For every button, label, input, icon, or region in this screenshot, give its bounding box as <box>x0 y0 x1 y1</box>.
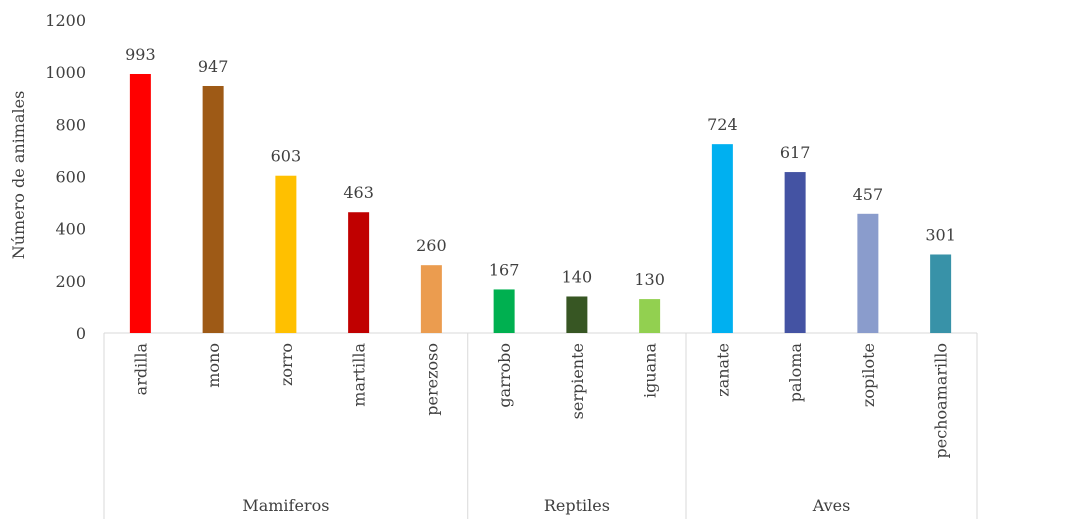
bar-ardilla <box>129 73 151 334</box>
y-axis-title: Número de animales <box>9 91 28 260</box>
bar-perezoso <box>420 265 442 333</box>
bars <box>129 73 952 334</box>
data-label: 301 <box>925 225 956 244</box>
category-label: zorro <box>277 343 296 386</box>
category-labels: ardilla mono zorro martilla perezoso garrobo s… <box>131 343 950 459</box>
y-tick-label: 0 <box>76 324 86 343</box>
bar-zorro <box>275 175 297 333</box>
data-label: 947 <box>198 57 229 76</box>
bar-zanate <box>711 144 733 333</box>
category-label: paloma <box>786 343 805 403</box>
data-label: 457 <box>853 185 884 204</box>
bar-iguana <box>639 299 661 333</box>
group-label-mamiferos: Mamiferos <box>242 496 329 515</box>
data-label: 724 <box>707 115 738 134</box>
category-label: ardilla <box>131 343 150 396</box>
category-label: serpiente <box>568 343 587 419</box>
bar-pechoamarillo <box>930 254 952 333</box>
y-tick-label: 600 <box>55 168 86 187</box>
data-label: 463 <box>343 183 374 202</box>
y-tick-label: 800 <box>55 115 86 134</box>
y-axis-ticks: 0 200 400 600 800 1000 1200 <box>45 11 86 343</box>
y-tick-label: 200 <box>55 272 86 291</box>
category-label: martilla <box>350 343 369 407</box>
data-label: 140 <box>562 267 593 286</box>
bar-serpiente <box>566 296 588 333</box>
bar-zopilote <box>857 213 879 333</box>
data-label: 617 <box>780 143 811 162</box>
y-tick-label: 400 <box>55 220 86 239</box>
y-tick-label: 1200 <box>45 11 86 30</box>
category-label: mono <box>204 343 223 388</box>
bar-paloma <box>784 172 806 333</box>
data-label: 167 <box>489 260 520 279</box>
category-label: perezoso <box>422 343 441 416</box>
data-label: 130 <box>634 270 665 289</box>
data-labels: 993 947 603 463 260 167 140 130 724 617 457 301 <box>125 45 956 289</box>
category-label: zanate <box>713 343 732 397</box>
category-label: pechoamarillo <box>932 343 951 459</box>
bar-mono <box>202 85 224 333</box>
y-tick-label: 1000 <box>45 63 86 82</box>
bar-garrobo <box>493 289 515 333</box>
bar-martilla <box>348 212 370 333</box>
category-label: zopilote <box>859 343 878 407</box>
category-label: iguana <box>641 343 660 399</box>
group-label-reptiles: Reptiles <box>544 496 610 515</box>
group-label-aves: Aves <box>812 496 851 515</box>
data-label: 260 <box>416 236 447 255</box>
data-label: 603 <box>271 147 302 166</box>
data-label: 993 <box>125 45 156 64</box>
group-labels: Mamiferos Reptiles Aves <box>103 333 978 519</box>
category-label: garrobo <box>495 343 514 408</box>
